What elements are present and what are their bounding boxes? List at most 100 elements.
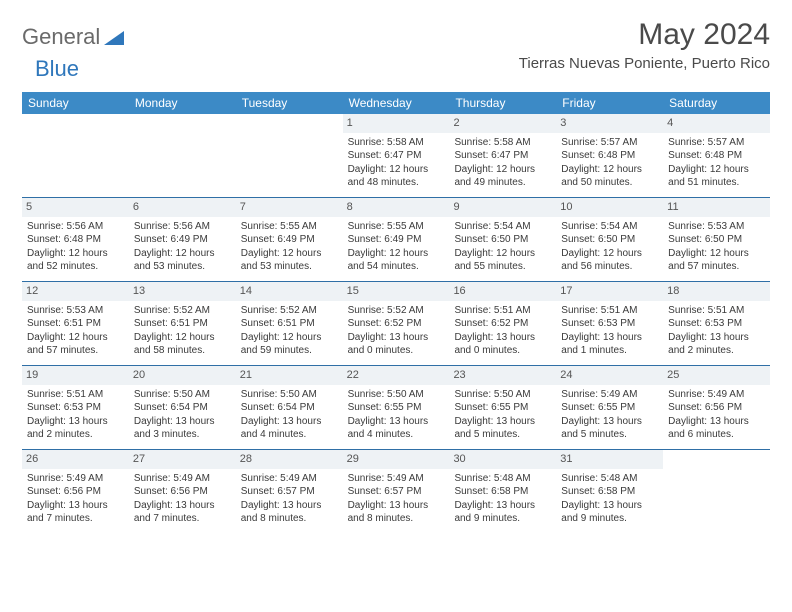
daylight-line: Daylight: 12 hours and 53 minutes. [134, 247, 231, 274]
day-cell [236, 114, 343, 197]
week-row: 12Sunrise: 5:53 AMSunset: 6:51 PMDayligh… [22, 282, 770, 366]
day-number: 20 [129, 366, 236, 385]
day-header: Monday [129, 92, 236, 114]
sunset-line: Sunset: 6:50 PM [454, 233, 551, 247]
daylight-line: Daylight: 13 hours and 0 minutes. [348, 331, 445, 358]
sunrise-line: Sunrise: 5:49 AM [561, 388, 658, 402]
day-cell: 29Sunrise: 5:49 AMSunset: 6:57 PMDayligh… [343, 450, 450, 533]
sunset-line: Sunset: 6:51 PM [241, 317, 338, 331]
day-number: 12 [22, 282, 129, 301]
sunrise-line: Sunrise: 5:55 AM [241, 220, 338, 234]
sunrise-line: Sunrise: 5:51 AM [668, 304, 765, 318]
day-cell: 10Sunrise: 5:54 AMSunset: 6:50 PMDayligh… [556, 198, 663, 281]
sunset-line: Sunset: 6:53 PM [668, 317, 765, 331]
sunset-line: Sunset: 6:56 PM [134, 485, 231, 499]
daylight-line: Daylight: 12 hours and 52 minutes. [27, 247, 124, 274]
sunrise-line: Sunrise: 5:57 AM [561, 136, 658, 150]
day-cell: 1Sunrise: 5:58 AMSunset: 6:47 PMDaylight… [343, 114, 450, 197]
day-cell: 31Sunrise: 5:48 AMSunset: 6:58 PMDayligh… [556, 450, 663, 533]
sunrise-line: Sunrise: 5:50 AM [134, 388, 231, 402]
daylight-line: Daylight: 12 hours and 51 minutes. [668, 163, 765, 190]
sunrise-line: Sunrise: 5:51 AM [561, 304, 658, 318]
week-row: 26Sunrise: 5:49 AMSunset: 6:56 PMDayligh… [22, 450, 770, 533]
sunrise-line: Sunrise: 5:49 AM [668, 388, 765, 402]
day-number: 19 [22, 366, 129, 385]
daylight-line: Daylight: 13 hours and 9 minutes. [561, 499, 658, 526]
day-number: 25 [663, 366, 770, 385]
day-cell [22, 114, 129, 197]
day-cell: 24Sunrise: 5:49 AMSunset: 6:55 PMDayligh… [556, 366, 663, 449]
sunset-line: Sunset: 6:54 PM [241, 401, 338, 415]
sunrise-line: Sunrise: 5:57 AM [668, 136, 765, 150]
daylight-line: Daylight: 12 hours and 48 minutes. [348, 163, 445, 190]
day-number: 17 [556, 282, 663, 301]
day-cell: 23Sunrise: 5:50 AMSunset: 6:55 PMDayligh… [449, 366, 556, 449]
daylight-line: Daylight: 13 hours and 1 minutes. [561, 331, 658, 358]
day-number: 13 [129, 282, 236, 301]
daylight-line: Daylight: 12 hours and 59 minutes. [241, 331, 338, 358]
sunrise-line: Sunrise: 5:53 AM [668, 220, 765, 234]
day-cell: 8Sunrise: 5:55 AMSunset: 6:49 PMDaylight… [343, 198, 450, 281]
sunrise-line: Sunrise: 5:49 AM [241, 472, 338, 486]
day-number: 3 [556, 114, 663, 133]
daylight-line: Daylight: 13 hours and 2 minutes. [27, 415, 124, 442]
day-cell: 12Sunrise: 5:53 AMSunset: 6:51 PMDayligh… [22, 282, 129, 365]
day-cell [663, 450, 770, 533]
sunrise-line: Sunrise: 5:48 AM [561, 472, 658, 486]
day-number: 30 [449, 450, 556, 469]
sunset-line: Sunset: 6:48 PM [27, 233, 124, 247]
sunset-line: Sunset: 6:52 PM [348, 317, 445, 331]
daylight-line: Daylight: 13 hours and 7 minutes. [27, 499, 124, 526]
day-cell: 7Sunrise: 5:55 AMSunset: 6:49 PMDaylight… [236, 198, 343, 281]
sunset-line: Sunset: 6:56 PM [668, 401, 765, 415]
sunset-line: Sunset: 6:57 PM [241, 485, 338, 499]
daylight-line: Daylight: 12 hours and 56 minutes. [561, 247, 658, 274]
day-cell: 17Sunrise: 5:51 AMSunset: 6:53 PMDayligh… [556, 282, 663, 365]
day-cell: 6Sunrise: 5:56 AMSunset: 6:49 PMDaylight… [129, 198, 236, 281]
sunset-line: Sunset: 6:56 PM [27, 485, 124, 499]
week-row: 5Sunrise: 5:56 AMSunset: 6:48 PMDaylight… [22, 198, 770, 282]
sunrise-line: Sunrise: 5:56 AM [134, 220, 231, 234]
day-number: 31 [556, 450, 663, 469]
day-number: 28 [236, 450, 343, 469]
sunrise-line: Sunrise: 5:48 AM [454, 472, 551, 486]
day-cell: 21Sunrise: 5:50 AMSunset: 6:54 PMDayligh… [236, 366, 343, 449]
daylight-line: Daylight: 13 hours and 3 minutes. [134, 415, 231, 442]
day-cell: 19Sunrise: 5:51 AMSunset: 6:53 PMDayligh… [22, 366, 129, 449]
sunset-line: Sunset: 6:55 PM [454, 401, 551, 415]
day-cell: 2Sunrise: 5:58 AMSunset: 6:47 PMDaylight… [449, 114, 556, 197]
day-cell: 20Sunrise: 5:50 AMSunset: 6:54 PMDayligh… [129, 366, 236, 449]
sunrise-line: Sunrise: 5:56 AM [27, 220, 124, 234]
sunset-line: Sunset: 6:53 PM [27, 401, 124, 415]
daylight-line: Daylight: 13 hours and 9 minutes. [454, 499, 551, 526]
day-number: 11 [663, 198, 770, 217]
sunset-line: Sunset: 6:57 PM [348, 485, 445, 499]
daylight-line: Daylight: 13 hours and 7 minutes. [134, 499, 231, 526]
sunset-line: Sunset: 6:51 PM [27, 317, 124, 331]
title-block: May 2024 Tierras Nuevas Poniente, Puerto… [519, 18, 770, 72]
day-cell: 22Sunrise: 5:50 AMSunset: 6:55 PMDayligh… [343, 366, 450, 449]
sunrise-line: Sunrise: 5:50 AM [454, 388, 551, 402]
day-number: 7 [236, 198, 343, 217]
sunset-line: Sunset: 6:48 PM [668, 149, 765, 163]
day-cell: 18Sunrise: 5:51 AMSunset: 6:53 PMDayligh… [663, 282, 770, 365]
day-cell: 16Sunrise: 5:51 AMSunset: 6:52 PMDayligh… [449, 282, 556, 365]
day-cell: 9Sunrise: 5:54 AMSunset: 6:50 PMDaylight… [449, 198, 556, 281]
sunset-line: Sunset: 6:49 PM [241, 233, 338, 247]
daylight-line: Daylight: 13 hours and 0 minutes. [454, 331, 551, 358]
sunrise-line: Sunrise: 5:51 AM [454, 304, 551, 318]
day-number: 15 [343, 282, 450, 301]
sunrise-line: Sunrise: 5:58 AM [454, 136, 551, 150]
daylight-line: Daylight: 13 hours and 8 minutes. [348, 499, 445, 526]
day-cell: 30Sunrise: 5:48 AMSunset: 6:58 PMDayligh… [449, 450, 556, 533]
day-number: 6 [129, 198, 236, 217]
sunset-line: Sunset: 6:47 PM [348, 149, 445, 163]
day-cell: 27Sunrise: 5:49 AMSunset: 6:56 PMDayligh… [129, 450, 236, 533]
day-cell: 4Sunrise: 5:57 AMSunset: 6:48 PMDaylight… [663, 114, 770, 197]
calendar-page: General May 2024 Tierras Nuevas Poniente… [0, 0, 792, 533]
day-cell: 15Sunrise: 5:52 AMSunset: 6:52 PMDayligh… [343, 282, 450, 365]
day-number: 22 [343, 366, 450, 385]
sunrise-line: Sunrise: 5:53 AM [27, 304, 124, 318]
sunrise-line: Sunrise: 5:55 AM [348, 220, 445, 234]
day-cell: 26Sunrise: 5:49 AMSunset: 6:56 PMDayligh… [22, 450, 129, 533]
